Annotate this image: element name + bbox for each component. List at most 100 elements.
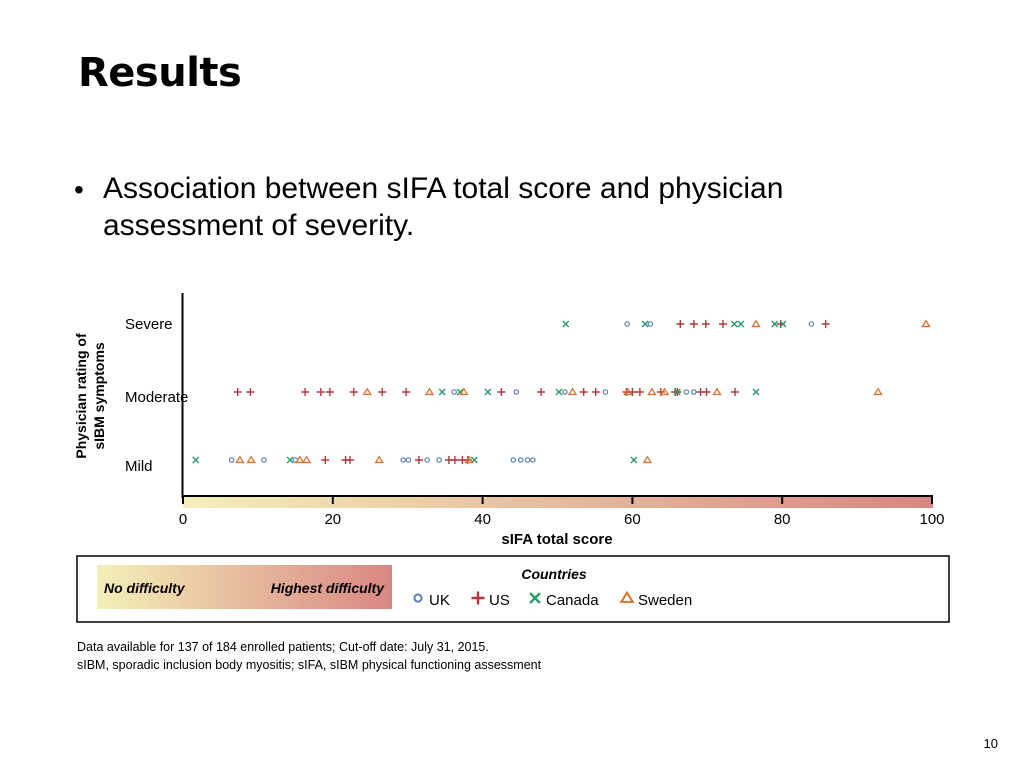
data-point-uk-mild [424,457,430,463]
data-point-canada-severe [562,320,570,328]
data-point-us-severe [676,320,685,328]
category-label-severe: Severe [125,316,173,333]
data-point-sweden-moderate [712,387,722,396]
data-point-sweden-moderate [459,387,469,396]
data-point-sweden-moderate [647,387,657,396]
data-point-us-moderate [537,388,546,396]
data-point-uk-moderate [451,389,457,395]
data-point-us-severe [701,320,710,328]
legend-marker-sweden [619,590,635,603]
data-point-us-severe [821,320,830,328]
y-axis-label-line-2: sIBM symptoms [91,342,107,450]
data-point-uk-mild [524,457,531,463]
x-tick-label: 20 [324,511,341,528]
data-point-uk-mild [510,457,517,463]
data-point-us-moderate [349,388,358,396]
data-point-canada-severe [641,320,649,328]
category-label-moderate: Moderate [125,389,188,406]
data-point-uk-mild [517,457,524,463]
data-point-us-moderate [702,388,711,396]
data-point-us-moderate [301,388,310,396]
data-point-us-severe [719,320,728,328]
data-point-us-severe [689,320,698,328]
legend-marker-us [471,591,485,605]
data-point-uk-moderate [683,389,690,395]
x-axis-ticks: 0 20 40 60 80 100 [179,496,945,528]
data-point-us-moderate [378,388,387,396]
data-point-uk-severe [647,321,654,327]
data-point-sweden-moderate [623,387,633,396]
data-point-sweden-severe [751,319,761,328]
legend-label-us: US [489,592,510,609]
data-point-us-moderate [325,388,334,396]
data-point-canada-severe [730,320,738,328]
data-point-uk-moderate [513,389,520,395]
data-point-sweden-moderate [873,387,883,396]
x-tick-label: 0 [179,511,187,528]
data-point-canada-mild [286,456,294,464]
footnote-abbreviations: sIBM, sporadic inclusion body myositis; … [77,658,542,672]
data-point-sweden-moderate [424,387,435,396]
scatter-chart: Physician rating of sIBM symptoms Severe… [73,293,950,623]
slide-title: Results [78,50,242,96]
legend-label-canada: Canada [546,592,599,609]
data-point-uk-moderate [602,389,609,395]
legend-label-sweden: Sweden [638,592,692,609]
data-point-canada-moderate [438,388,446,396]
data-point-uk-mild [261,457,267,463]
data-points [192,319,931,464]
data-point-sweden-severe [921,319,931,328]
data-point-sweden-moderate [659,387,670,396]
footnote-data-availability: Data available for 137 of 184 enrolled p… [77,640,489,654]
data-point-canada-moderate [752,388,760,396]
data-point-uk-severe [808,321,815,327]
data-point-sweden-mild [642,455,653,464]
data-point-us-mild [450,456,459,464]
x-axis-gradient-bar [183,496,933,508]
data-point-us-moderate [402,388,411,396]
y-axis-label-line-1: Physician rating of [73,333,89,459]
data-point-sweden-mild [464,455,474,464]
data-point-sweden-mild [235,455,245,464]
x-tick-label: 100 [919,511,944,528]
data-point-sweden-mild [295,455,305,464]
data-point-us-moderate [233,388,242,396]
data-point-sweden-moderate [362,387,372,396]
data-point-us-moderate [635,388,644,396]
data-point-us-mild [346,456,355,464]
data-point-uk-severe [624,321,630,327]
bullet-text: Association between sIFA total score and… [103,172,784,242]
x-axis-label: sIFA total score [501,531,612,548]
x-tick-label: 40 [474,511,491,528]
data-point-sweden-moderate [567,387,578,396]
legend-low-label: No difficulty [104,580,186,596]
data-point-canada-mild [192,456,200,464]
data-point-us-moderate [497,388,506,396]
category-label-mild: Mild [125,458,153,475]
data-point-us-moderate [591,388,600,396]
data-point-us-moderate [246,388,255,396]
data-point-canada-moderate [555,388,563,396]
data-point-sweden-mild [246,455,256,464]
x-tick-label: 60 [624,511,641,528]
data-point-uk-mild [228,457,235,463]
data-point-canada-severe [771,320,779,328]
legend-gradient [97,565,392,609]
data-point-sweden-mild [374,455,384,464]
data-point-canada-severe [737,320,745,328]
data-point-uk-mild [436,457,442,463]
data-point-us-mild [414,456,423,464]
x-tick-label: 80 [774,511,791,528]
legend-title: Countries [521,566,587,582]
page-number: 10 [983,736,998,751]
data-point-canada-moderate [673,388,681,396]
data-point-uk-mild [529,457,536,463]
data-point-us-moderate [316,388,325,396]
data-point-uk-moderate [691,389,697,395]
data-point-sweden-mild [301,455,312,464]
data-point-us-moderate [579,388,588,396]
legend-marker-uk [413,593,423,603]
data-point-canada-moderate [484,388,492,396]
legend-high-label: Highest difficulty [271,580,386,596]
legend-marker-canada [529,592,541,604]
